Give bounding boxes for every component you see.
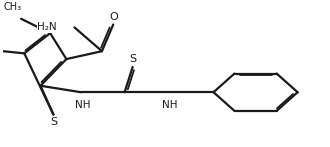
Text: S: S (129, 54, 136, 64)
Text: O: O (109, 12, 117, 22)
Text: CH₃: CH₃ (4, 2, 22, 12)
Text: H₂N: H₂N (37, 22, 57, 32)
Text: NH: NH (75, 100, 90, 110)
Text: NH: NH (162, 100, 178, 110)
Text: S: S (50, 117, 57, 127)
